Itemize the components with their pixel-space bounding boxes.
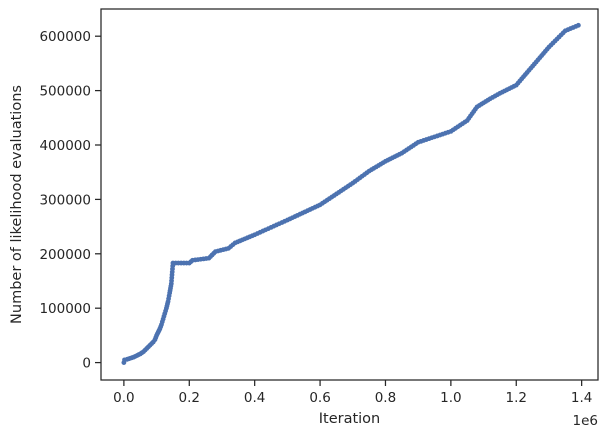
x-tick-label: 0.0 [113,390,134,406]
x-tick-label: 0.2 [179,390,200,406]
y-tick-label: 500000 [39,84,91,100]
y-tick-label: 600000 [39,29,91,45]
y-axis-label: Number of likelihood evaluations [9,85,25,324]
y-tick-label: 400000 [39,138,91,154]
y-tick-label: 0 [82,356,91,372]
y-tick-label: 300000 [39,192,91,208]
x-tick-label: 0.8 [375,390,396,406]
axis-ticks: 0.0 0.2 0.4 0.6 0.8 1.0 1.2 1.4 0 100000 200000 300… [39,29,592,406]
x-axis-label: Iteration [319,411,381,427]
data-point [575,22,581,28]
y-tick-label: 200000 [39,247,91,263]
x-axis-offset-label: 1e6 [573,413,598,429]
x-tick-label: 1.2 [506,390,527,406]
x-tick-label: 0.6 [309,390,330,406]
data-points [121,22,581,365]
x-tick-label: 1.4 [571,390,592,406]
y-tick-label: 100000 [39,301,91,317]
x-tick-label: 1.0 [440,390,461,406]
x-tick-label: 0.4 [244,390,265,406]
plot-frame [100,8,599,381]
